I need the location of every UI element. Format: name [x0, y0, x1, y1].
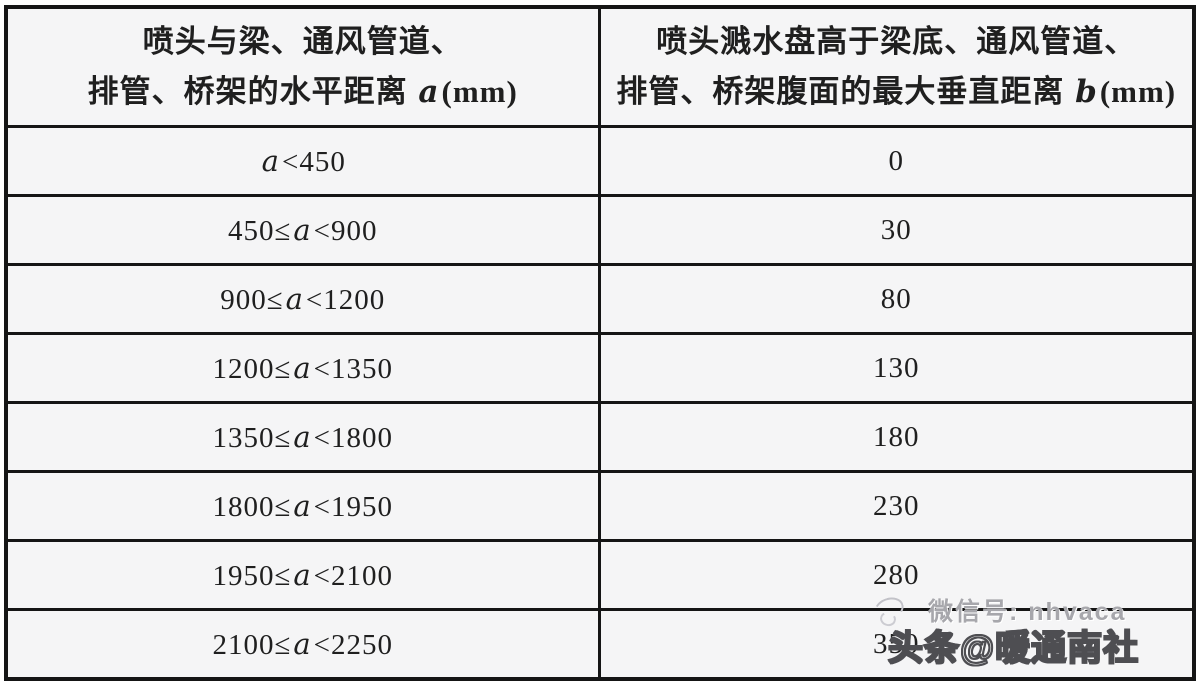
variable-b: b	[1075, 74, 1098, 110]
table-row: 1350≤a<1800 180	[4, 401, 1196, 473]
header-right-line2: 排管、桥架腹面的最大垂直距离 b(mm)	[602, 67, 1191, 117]
value-cell: 130	[597, 332, 1196, 404]
header-vertical-distance: 喷头溅水盘高于梁底、通风管道、 排管、桥架腹面的最大垂直距离 b(mm)	[597, 5, 1196, 128]
variable-a: a	[293, 212, 312, 247]
range-suffix: <1200	[305, 283, 386, 316]
range-prefix: 1350≤	[212, 421, 292, 454]
watermark-wechat-id: 微信号: nhvaca	[928, 598, 1127, 626]
range-prefix: 900≤	[220, 283, 284, 316]
range-cell: 450≤a<900	[4, 194, 601, 266]
range-cell: a<450	[4, 125, 601, 197]
value-cell: 0	[597, 125, 1196, 197]
range-prefix: 1200≤	[212, 352, 292, 385]
table-row: 900≤a<1200 80	[4, 263, 1196, 335]
range-cell: 2100≤a<2250	[4, 608, 601, 681]
variable-a: a	[293, 626, 312, 661]
variable-a: a	[285, 281, 304, 316]
range-suffix: <450	[281, 145, 346, 178]
header-horizontal-distance: 喷头与梁、通风管道、 排管、桥架的水平距离 a(mm)	[4, 5, 601, 128]
variable-a: a	[261, 143, 280, 178]
value-cell: 80	[597, 263, 1196, 335]
header-left-line2-unit: (mm)	[441, 74, 518, 109]
value-cell: 230	[597, 470, 1196, 542]
table-row: a<450 0	[4, 125, 1196, 197]
range-prefix: 1950≤	[212, 559, 292, 592]
range-cell: 1950≤a<2100	[4, 539, 601, 611]
header-right-line2-unit: (mm)	[1099, 74, 1177, 109]
range-cell: 1800≤a<1950	[4, 470, 601, 542]
range-suffix: <2250	[313, 628, 394, 661]
value-cell: 30	[597, 194, 1196, 266]
header-left-line1: 喷头与梁、通风管道、	[142, 24, 463, 59]
table-row: 1200≤a<1350 130	[4, 332, 1196, 404]
header-left-line2: 排管、桥架的水平距离 a(mm)	[9, 67, 596, 117]
variable-a: a	[418, 74, 440, 110]
range-prefix: 450≤	[227, 214, 292, 247]
table-row: 1800≤a<1950 230	[4, 470, 1196, 542]
variable-a: a	[293, 419, 312, 454]
header-row: 喷头与梁、通风管道、 排管、桥架的水平距离 a(mm) 喷头溅水盘高于梁底、通风…	[4, 5, 1196, 128]
variable-a: a	[293, 488, 312, 523]
value-cell: 180	[597, 401, 1196, 473]
range-cell: 1200≤a<1350	[4, 332, 601, 404]
table-row: 1950≤a<2100 280	[4, 539, 1196, 611]
sprinkler-clearance-table: 喷头与梁、通风管道、 排管、桥架的水平距离 a(mm) 喷头溅水盘高于梁底、通风…	[4, 5, 1196, 681]
header-left-line2-text: 排管、桥架的水平距离	[87, 74, 417, 109]
header-right-line2-text: 排管、桥架腹面的最大垂直距离	[616, 74, 1074, 109]
range-cell: 1350≤a<1800	[4, 401, 601, 473]
variable-a: a	[293, 350, 312, 385]
range-prefix: 2100≤	[212, 628, 292, 661]
range-suffix: <1800	[313, 421, 394, 454]
range-suffix: <900	[313, 214, 378, 247]
table-row: 450≤a<900 30	[4, 194, 1196, 266]
range-suffix: <2100	[313, 559, 394, 592]
range-cell: 900≤a<1200	[4, 263, 601, 335]
header-right-line1: 喷头溅水盘高于梁底、通风管道、	[656, 24, 1137, 59]
range-suffix: <1950	[313, 490, 394, 523]
range-prefix: 1800≤	[212, 490, 292, 523]
variable-a: a	[293, 557, 312, 592]
range-suffix: <1350	[313, 352, 394, 385]
watermark-toutiao-handle: 头条@暖通南社	[887, 628, 1140, 669]
